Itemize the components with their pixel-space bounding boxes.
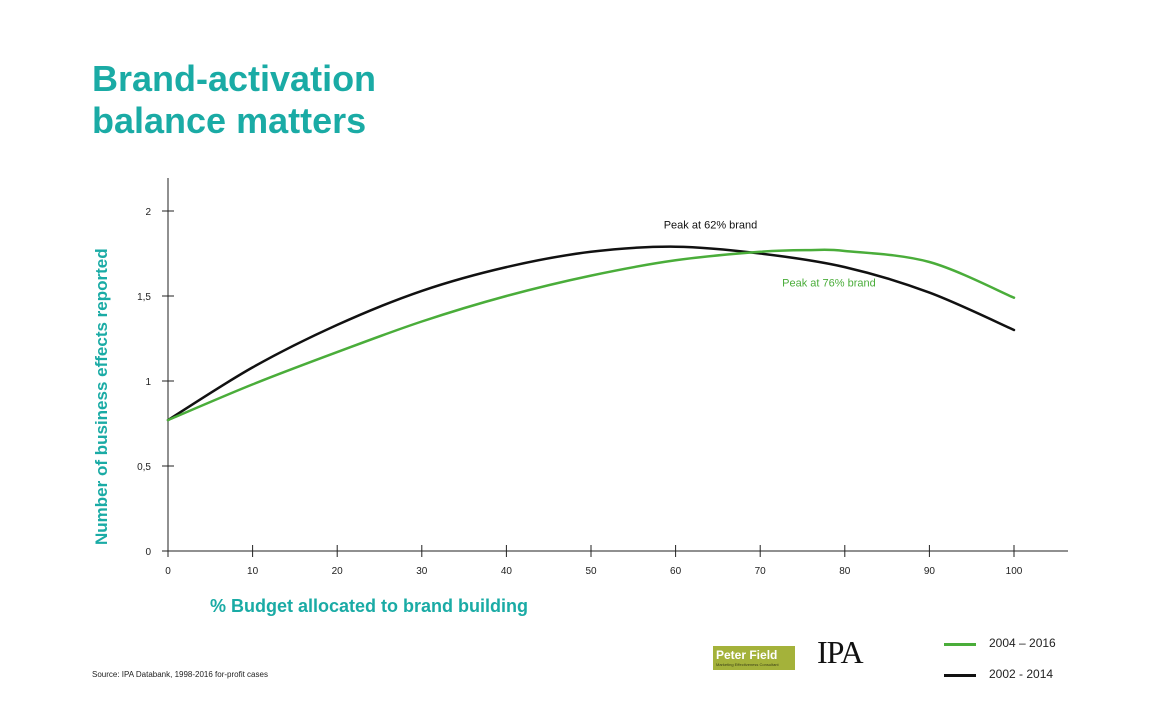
source-note: Source: IPA Databank, 1998-2016 for-prof… [92, 670, 268, 679]
series-line-2004-2016 [166, 248, 1016, 422]
y-tick-label: 2 [145, 207, 151, 218]
y-tick-label: 0 [145, 547, 151, 558]
legend-label-2004-2016: 2004 – 2016 [989, 636, 1056, 650]
page-title: Brand-activation balance matters [92, 58, 376, 142]
series-line-2002-2014 [166, 245, 1016, 422]
chart-axes: 0 10 20 30 40 50 60 70 80 90 100 0 0,5 1 1,5 2 [137, 178, 1068, 577]
x-axis-label: % Budget allocated to brand building [210, 596, 528, 616]
x-tick-label: 50 [585, 566, 597, 577]
x-tick-label: 80 [839, 566, 851, 577]
peter-field-logo-text: Peter Field [716, 648, 778, 662]
peak-annotation: Peak at 62% brand [664, 220, 758, 232]
x-tick-label: 30 [416, 566, 428, 577]
x-tick-label: 0 [165, 566, 171, 577]
x-tick-label: 60 [670, 566, 682, 577]
peak-annotation: Peak at 76% brand [782, 277, 876, 289]
chart-annotations: Peak at 62% brand Peak at 76% brand [664, 220, 876, 290]
peter-field-logo-subtext: Marketing Effectiveness Consultant [716, 662, 779, 667]
x-tick-label: 100 [1006, 566, 1023, 577]
x-tick-label: 20 [332, 566, 344, 577]
title-line-2: balance matters [92, 100, 367, 141]
legend-label-2002-2014: 2002 - 2014 [989, 667, 1054, 681]
legend-swatch-2002-2014 [944, 674, 976, 677]
y-tick-label: 1,5 [137, 292, 151, 303]
ipa-logo: IPA [817, 634, 864, 670]
x-tick-label: 10 [247, 566, 259, 577]
x-tick-label: 40 [501, 566, 513, 577]
y-tick-label: 1 [145, 377, 151, 388]
chart-series [166, 245, 1016, 422]
title-line-1: Brand-activation [92, 58, 377, 99]
y-tick-label: 0,5 [137, 462, 151, 473]
x-tick-label: 70 [755, 566, 767, 577]
peter-field-logo: Peter Field Marketing Effectiveness Cons… [713, 646, 795, 670]
x-tick-label: 90 [924, 566, 936, 577]
legend-swatch-2004-2016 [944, 643, 976, 646]
